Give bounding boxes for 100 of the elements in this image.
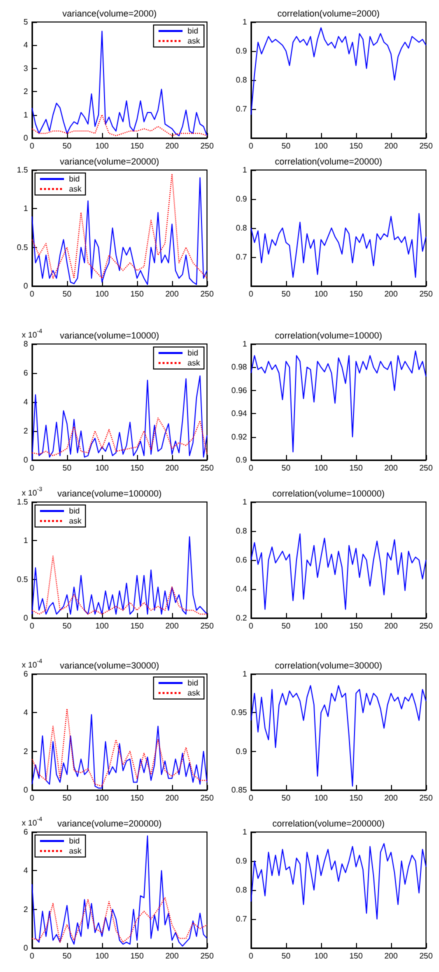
y-tick-label: 0 (24, 456, 29, 464)
x-tick-label: 0 (248, 290, 254, 298)
x-tick-label: 100 (314, 142, 328, 150)
line-series (250, 350, 426, 452)
chart-title: variance(volume=200000) (57, 818, 162, 828)
x-tick-label: 150 (349, 952, 364, 960)
y-tick-label: 2 (24, 746, 29, 756)
x-tick-label: 50 (62, 464, 72, 472)
x-tick-label: 250 (200, 142, 214, 150)
x-tick-label: 100 (314, 464, 328, 472)
x-tick-label: 100 (314, 952, 328, 960)
y-tick-label: 0.9 (236, 456, 248, 464)
y-tick-label: 0.7 (236, 914, 248, 924)
x-tick-label: 200 (384, 464, 398, 472)
line-series (32, 897, 208, 943)
x-tick-label: 0 (248, 794, 254, 802)
line-series (32, 556, 208, 615)
x-tick-label: 250 (200, 794, 214, 802)
y-tick-label: 0.9 (236, 194, 248, 204)
x-tick-label: 50 (62, 290, 72, 298)
x-tick-label: 0 (248, 952, 254, 960)
x-tick-label: 200 (165, 290, 180, 298)
x-tick-label: 100 (95, 142, 110, 150)
y-tick-label: 0.9 (236, 746, 248, 756)
x-tick-label: 150 (130, 464, 144, 472)
x-tick-label: 50 (62, 622, 72, 630)
x-tick-label: 50 (62, 952, 72, 960)
x-tick-label: 100 (95, 794, 110, 802)
line-series (32, 536, 208, 615)
x-tick-label: 250 (200, 622, 214, 630)
y-tick-label: 0 (24, 614, 29, 622)
x-tick-label: 150 (349, 290, 364, 298)
y-tick-label: 2 (24, 426, 29, 436)
x-tick-label: 150 (130, 794, 144, 802)
x-tick-label: 200 (384, 142, 398, 150)
y-tick-label: 5 (24, 18, 29, 26)
y-tick-label: 1 (242, 670, 248, 678)
y-tick-label: 0 (24, 786, 29, 794)
x-tick-label: 0 (30, 290, 35, 298)
y-tick-label: 0.96 (231, 386, 248, 395)
x-tick-label: 250 (419, 952, 434, 960)
x-tick-label: 50 (282, 952, 291, 960)
y-tick-label: 2 (24, 87, 29, 96)
y-tick-label: 4 (24, 40, 29, 50)
y-tick-label: 0 (24, 134, 29, 142)
x-tick-label: 150 (130, 622, 144, 630)
y-tick-label: 0.2 (236, 614, 248, 622)
chart-title: variance(volume=20000) (60, 156, 160, 166)
line-series (250, 685, 426, 787)
legend-label: ask (69, 846, 82, 856)
y-tick-label: 1.5 (16, 166, 29, 174)
x-tick-label: 50 (282, 794, 291, 802)
x-tick-label: 50 (282, 622, 291, 630)
chart-title: correlation(volume=2000) (277, 8, 380, 18)
y-tick-label: 0.8 (236, 526, 248, 536)
x-tick-label: 150 (130, 142, 144, 150)
y-tick-label: 8 (24, 340, 29, 348)
x-tick-label: 150 (130, 290, 144, 298)
line-series (32, 114, 208, 136)
x-tick-label: 150 (349, 622, 364, 630)
x-tick-label: 0 (248, 142, 254, 150)
x-tick-label: 250 (419, 290, 434, 298)
y-tick-label: 0.94 (231, 409, 248, 418)
legend-label: ask (69, 516, 82, 526)
y-tick-label: 0.4 (236, 584, 248, 594)
chart-title: variance(volume=10000) (60, 330, 160, 340)
x-tick-label: 250 (200, 464, 214, 472)
x-tick-label: 250 (419, 142, 434, 150)
x-tick-label: 100 (314, 622, 328, 630)
chart-title: correlation(volume=100000) (272, 488, 385, 498)
y-tick-label: 1 (24, 110, 29, 120)
y-tick-label: 2 (24, 904, 29, 914)
x-tick-label: 50 (282, 464, 291, 472)
y-tick-label: 0.95 (231, 708, 248, 718)
y-tick-label: 1 (24, 536, 29, 546)
y-tick-label: 3 (24, 64, 29, 73)
chart-title: correlation(volume=20000) (274, 156, 382, 166)
x-tick-label: 200 (384, 290, 398, 298)
y-tick-label: 6 (24, 368, 29, 378)
x-tick-label: 200 (165, 952, 180, 960)
x-tick-label: 100 (95, 622, 110, 630)
x-tick-label: 100 (314, 290, 328, 298)
line-series (250, 213, 426, 278)
legend-label: ask (188, 36, 201, 46)
x-tick-label: 250 (200, 290, 214, 298)
y-tick-label: 1.5 (16, 498, 29, 506)
y-tick-label: 4 (24, 866, 29, 876)
y-tick-label: 0.85 (231, 786, 248, 794)
legend-label: ask (69, 184, 82, 194)
chart-title: variance(volume=30000) (60, 660, 160, 670)
y-tick-label: 1 (242, 340, 248, 348)
x-tick-label: 100 (95, 952, 110, 960)
legend-label: bid (188, 348, 198, 358)
y-tick-label: 0.7 (236, 104, 248, 114)
x-tick-label: 200 (165, 142, 180, 150)
y-tick-label: 0.9 (236, 856, 248, 866)
y-tick-label: 0.8 (236, 886, 248, 894)
y-tick-label: 1 (242, 166, 248, 174)
x-tick-label: 50 (62, 794, 72, 802)
y-tick-label: 1 (242, 828, 248, 836)
